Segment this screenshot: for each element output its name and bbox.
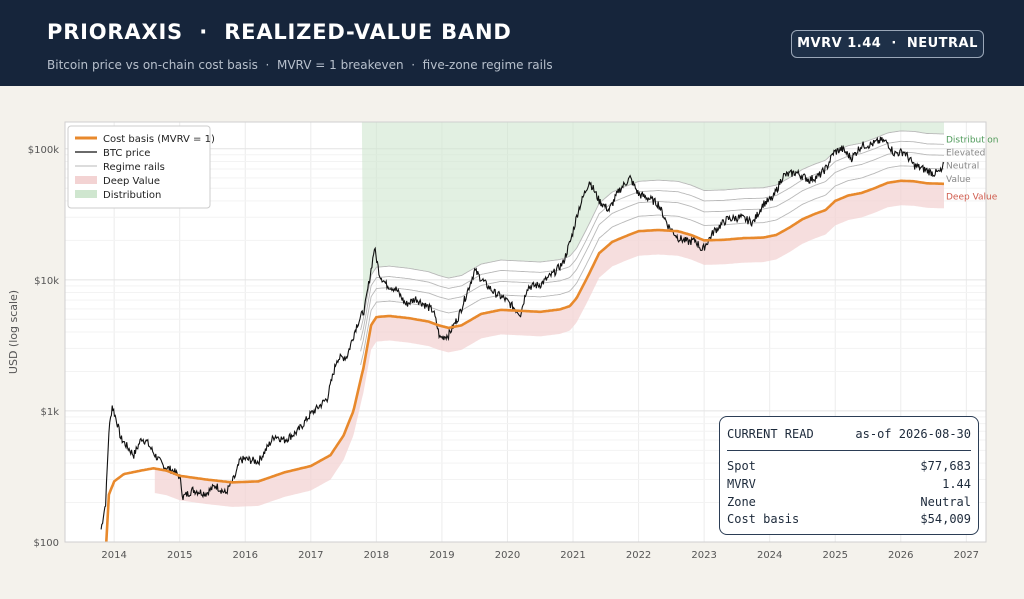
legend-label-cost-basis: Cost basis (MVRV = 1) — [103, 134, 215, 145]
legend-label-distribution: Distribution — [103, 190, 161, 201]
x-tick-label: 2019 — [429, 550, 454, 561]
readout-divider — [727, 450, 971, 451]
readout-key: MVRV — [727, 477, 756, 491]
y-axis-label: USD (log scale) — [7, 290, 20, 374]
cost-basis-line — [105, 179, 944, 543]
zone-label-deep-value: Deep Value — [946, 192, 998, 202]
regime-rail — [360, 151, 944, 352]
x-tick-label: 2023 — [691, 550, 716, 561]
x-tick-label: 2015 — [167, 550, 192, 561]
x-tick-label: 2027 — [954, 550, 979, 561]
btc-price-line — [100, 136, 945, 530]
x-tick-label: 2017 — [298, 550, 323, 561]
y-tick-label: $100k — [28, 145, 59, 156]
series-lines — [100, 136, 945, 543]
legend-swatch-deep-value — [75, 176, 97, 184]
regime-rail — [360, 130, 945, 331]
readout-asof: as-of 2026-08-30 — [855, 427, 971, 441]
legend-swatch-distribution — [75, 190, 97, 198]
readout-key: Cost basis — [727, 512, 800, 526]
zone-labels: Distribution Elevated Neutral Value Deep Val… — [946, 135, 999, 202]
x-tick-label: 2021 — [560, 550, 585, 561]
readout-value: $77,683 — [920, 459, 971, 473]
x-tick-label: 2022 — [626, 550, 651, 561]
readout-value: Neutral — [920, 495, 971, 509]
realized-value-chart: 2014 2015 2016 2017 2018 2019 2020 2021 2022 2023… — [7, 121, 999, 561]
zone-label-distribution: Distribution — [946, 135, 999, 145]
readout-header: CURRENT READ as-of 2026-08-30 — [727, 427, 971, 443]
y-tick-label: $1k — [40, 407, 59, 418]
legend-label-btc-price: BTC price — [103, 148, 150, 159]
x-tick-label: 2014 — [101, 550, 126, 561]
y-tick-label: $100 — [34, 538, 59, 549]
zone-label-neutral: Neutral — [946, 161, 979, 171]
x-tick-label: 2024 — [757, 550, 782, 561]
readout-row-cost-basis: Cost basis $54,009 — [727, 512, 971, 528]
axis-ticks: 2014 2015 2016 2017 2018 2019 2020 2021 2022 2023… — [28, 145, 979, 561]
readout-title: CURRENT READ — [727, 427, 814, 441]
legend-box — [67, 125, 211, 209]
deep-value-band — [154, 180, 945, 507]
readout-row-zone: Zone Neutral — [727, 495, 971, 511]
chart-legend: Cost basis (MVRV = 1) BTC price Regime r… — [67, 125, 215, 209]
y-tick-label: $10k — [34, 276, 59, 287]
readout-row-mvrv: MVRV 1.44 — [727, 477, 971, 493]
x-tick-label: 2025 — [823, 550, 848, 561]
current-read-panel: CURRENT READ as-of 2026-08-30 Spot $77,6… — [719, 416, 979, 535]
header-bar: PRIORAXIS · REALIZED-VALUE BAND Bitcoin … — [0, 0, 1024, 86]
regime-rail — [360, 165, 945, 366]
zone-label-elevated: Elevated — [946, 149, 985, 159]
readout-value: 1.44 — [942, 477, 971, 491]
x-tick-label: 2020 — [495, 550, 520, 561]
readout-key: Spot — [727, 459, 756, 473]
page-subtitle: Bitcoin price vs on-chain cost basis · M… — [47, 58, 553, 72]
mvrv-status-badge: MVRV 1.44 · NEUTRAL — [791, 30, 984, 58]
x-tick-label: 2016 — [233, 550, 258, 561]
page-title: PRIORAXIS · REALIZED-VALUE BAND — [47, 20, 512, 44]
x-tick-label: 2018 — [364, 550, 389, 561]
legend-label-regime-rails: Regime rails — [103, 162, 165, 173]
readout-row-spot: Spot $77,683 — [727, 459, 971, 475]
readout-value: $54,009 — [920, 512, 971, 526]
zone-label-value: Value — [946, 175, 971, 185]
legend-label-deep-value: Deep Value — [103, 176, 160, 187]
x-tick-label: 2026 — [888, 550, 913, 561]
regime-rails — [360, 130, 945, 366]
plot-frame — [64, 121, 987, 543]
regime-rail — [360, 140, 945, 341]
readout-key: Zone — [727, 495, 756, 509]
